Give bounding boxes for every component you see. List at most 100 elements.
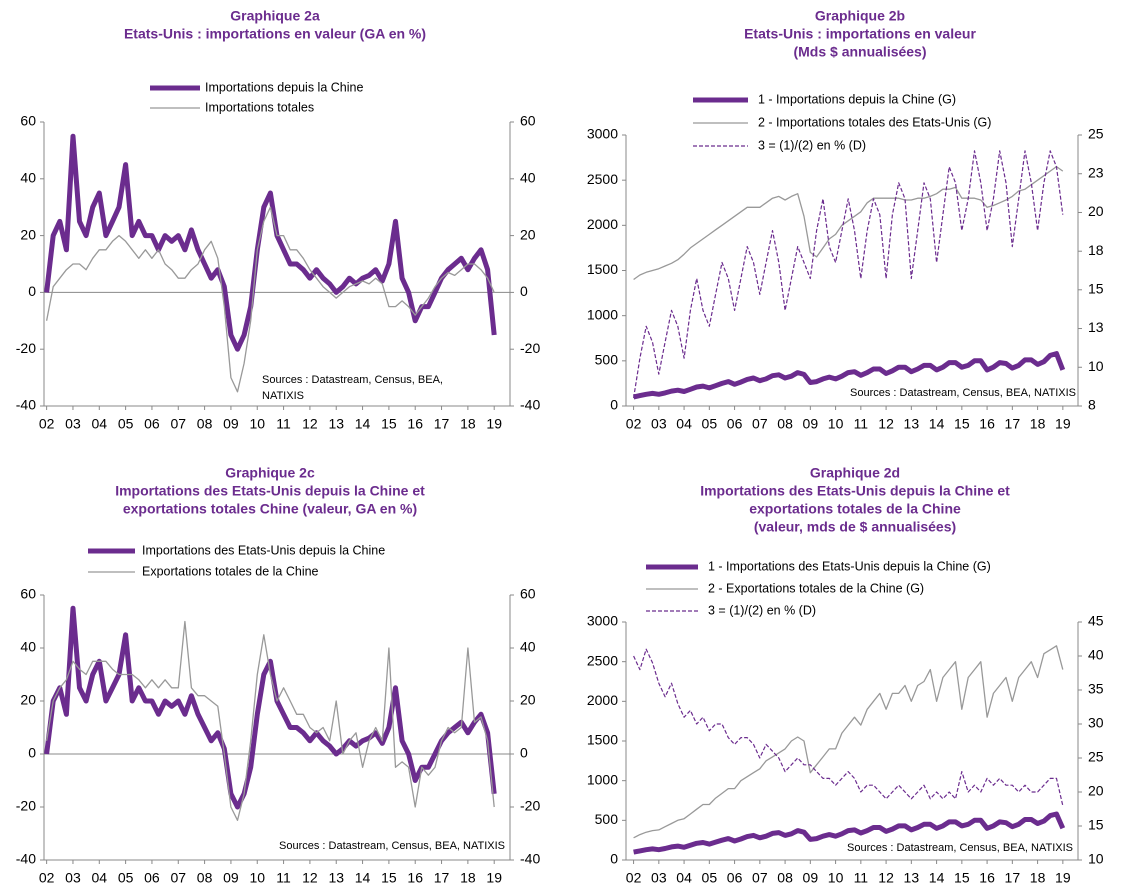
- y2-tick-label: 10: [1088, 851, 1104, 867]
- x-tick-label: 06: [727, 870, 743, 886]
- x-tick-label: 12: [302, 416, 318, 432]
- y2-tick-label: 23: [1088, 164, 1104, 180]
- y-tick-label: 500: [595, 811, 619, 827]
- x-tick-label: 18: [1030, 416, 1046, 432]
- x-tick-label: 04: [91, 416, 107, 432]
- x-tick-label: 18: [460, 416, 476, 432]
- x-tick-label: 03: [65, 416, 81, 432]
- x-tick-label: 19: [486, 870, 502, 886]
- x-tick-label: 11: [276, 870, 291, 886]
- y-tick-label: 20: [20, 692, 36, 708]
- x-tick-label: 10: [249, 870, 265, 886]
- y2-tick-label: 20: [1088, 783, 1104, 799]
- x-tick-label: 10: [828, 870, 844, 886]
- y2-tick-label: 60: [520, 113, 536, 129]
- y-tick-label: 40: [20, 170, 36, 186]
- y-tick-label: -40: [16, 851, 36, 867]
- y-tick-label: 1000: [587, 306, 618, 322]
- y2-tick-label: 40: [520, 170, 536, 186]
- x-tick-label: 07: [170, 870, 186, 886]
- x-tick-label: 04: [91, 870, 107, 886]
- x-tick-label: 08: [197, 870, 213, 886]
- series-line: [45, 206, 495, 393]
- x-tick-label: 14: [355, 416, 371, 432]
- chart-title: Graphique 2b: [815, 8, 905, 24]
- x-tick-label: 07: [170, 416, 186, 432]
- y-tick-label: 40: [20, 639, 36, 655]
- y-tick-label: 1500: [587, 732, 618, 748]
- y2-tick-label: 45: [1088, 613, 1104, 629]
- y-tick-label: -20: [16, 340, 36, 356]
- y-tick-label: 1000: [587, 771, 618, 787]
- y-tick-label: 0: [28, 745, 36, 761]
- x-tick-label: 15: [381, 416, 397, 432]
- source-note: Sources : Datastream, Census, BEA, NATIX…: [279, 840, 505, 852]
- x-tick-label: 13: [904, 416, 920, 432]
- x-tick-label: 12: [302, 870, 318, 886]
- chart-title: Graphique 2d: [810, 465, 900, 481]
- source-note: Sources : Datastream, Census, BEA,: [262, 374, 443, 386]
- legend-label: 2 - Importations totales des Etats-Unis …: [758, 115, 991, 129]
- x-tick-label: 11: [854, 870, 869, 886]
- legend-label: 3 = (1)/(2) en % (D): [708, 603, 816, 617]
- x-tick-label: 19: [486, 416, 502, 432]
- y-tick-label: -20: [16, 798, 36, 814]
- x-tick-label: 14: [929, 416, 945, 432]
- x-tick-label: 06: [727, 416, 743, 432]
- x-tick-label: 13: [328, 416, 344, 432]
- chart-subtitle: Etats-Unis : importations en valeur: [744, 26, 976, 42]
- x-tick-label: 08: [777, 416, 793, 432]
- y2-tick-label: -20: [520, 798, 540, 814]
- y-tick-label: 2500: [587, 652, 618, 668]
- series-line: [633, 150, 1064, 399]
- x-tick-label: 09: [223, 870, 239, 886]
- x-tick-label: 08: [777, 870, 793, 886]
- legend-label: 1 - Importations des Etats-Unis depuis l…: [708, 559, 991, 573]
- y2-tick-label: 20: [520, 692, 536, 708]
- y2-tick-label: 40: [1088, 647, 1104, 663]
- y2-tick-label: 20: [520, 226, 536, 242]
- x-tick-label: 09: [803, 870, 819, 886]
- y2-tick-label: 20: [1088, 203, 1104, 219]
- series-line: [633, 165, 1064, 281]
- source-note: Sources : Datastream, Census, BEA, NATIX…: [850, 387, 1076, 399]
- x-tick-label: 09: [803, 416, 819, 432]
- x-tick-label: 02: [39, 870, 55, 886]
- chart: Graphique 2a Etats-Unis : importations en…: [16, 8, 541, 432]
- x-tick-label: 10: [249, 416, 265, 432]
- y-tick-label: 0: [28, 283, 36, 299]
- chart-subtitle: exportations totales Chine (valeur, GA e…: [123, 501, 417, 517]
- legend-label: 1 - Importations depuis la Chine (G): [758, 92, 956, 106]
- x-tick-label: 06: [144, 416, 160, 432]
- legend-label: 3 = (1)/(2) en % (D): [758, 138, 866, 152]
- chart-title: Graphique 2c: [225, 465, 315, 481]
- chart-subtitle: (Mds $ annualisées): [793, 44, 926, 60]
- x-tick-label: 07: [752, 870, 768, 886]
- x-tick-label: 17: [1005, 870, 1021, 886]
- y2-tick-label: 8: [1088, 397, 1096, 413]
- x-tick-label: 14: [929, 870, 945, 886]
- y-tick-label: 60: [20, 586, 36, 602]
- chart: Graphique 2c Importations des Etats-Unis …: [16, 465, 541, 886]
- series-line: [44, 133, 497, 352]
- y2-tick-label: -40: [520, 397, 540, 413]
- y2-tick-label: 35: [1088, 681, 1104, 697]
- series-line: [633, 351, 1066, 400]
- y2-tick-label: 60: [520, 586, 536, 602]
- y2-tick-label: 40: [520, 639, 536, 655]
- y2-tick-label: -40: [520, 851, 540, 867]
- y-tick-label: 20: [20, 226, 36, 242]
- chart-subtitle: (valeur, mds de $ annualisées): [754, 519, 956, 535]
- y-tick-label: 2500: [587, 171, 618, 187]
- x-tick-label: 02: [626, 416, 642, 432]
- x-tick-label: 02: [626, 870, 642, 886]
- chart-title: Graphique 2a: [230, 8, 320, 24]
- x-tick-label: 16: [407, 416, 423, 432]
- y-tick-label: -40: [16, 397, 36, 413]
- x-tick-label: 18: [1030, 870, 1046, 886]
- x-tick-label: 12: [878, 870, 894, 886]
- x-tick-label: 11: [854, 416, 869, 432]
- x-tick-label: 10: [828, 416, 844, 432]
- y-tick-label: 1500: [587, 261, 618, 277]
